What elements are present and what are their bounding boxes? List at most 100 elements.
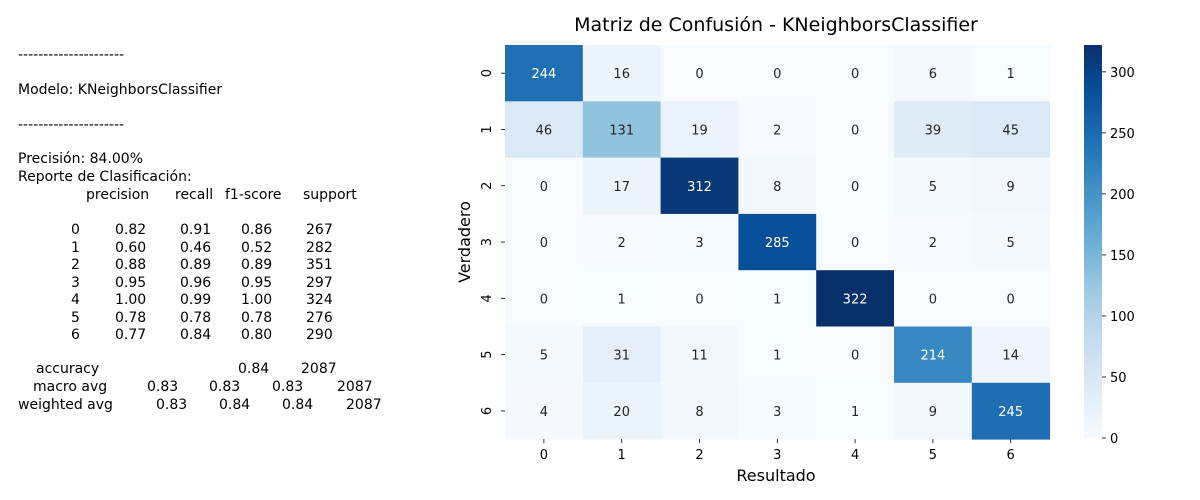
cell-value-label: 3 (695, 236, 703, 251)
heatmap-cell (738, 213, 817, 271)
x-tick-label: 4 (851, 448, 859, 463)
report-row-value: 297 (306, 274, 333, 291)
weighted-avg-precision: 0.83 (156, 397, 188, 413)
heatmap-cell (582, 157, 662, 215)
cell-value-label: 1 (618, 292, 626, 307)
report-row-label: 2 (71, 257, 80, 273)
colorbar-tick-label: 150 (1110, 249, 1135, 264)
cell-value-label: 285 (765, 236, 790, 251)
heatmap-cell (582, 326, 662, 384)
cell-value-label: 0 (851, 180, 859, 195)
weighted-avg-support: 2087 (346, 397, 382, 413)
report-row-value: 282 (306, 239, 333, 256)
cell-value-label: 0 (540, 292, 548, 307)
colorbar-tick-label: 250 (1110, 127, 1135, 142)
cell-value-label: 312 (687, 180, 712, 195)
heatmap-cell (816, 101, 895, 159)
heatmap-cell (582, 213, 662, 271)
heatmap-cell (738, 101, 817, 159)
cell-value-label: 9 (1007, 180, 1015, 195)
heatmap-cell (971, 326, 1051, 384)
cell-value-label: 14 (1002, 349, 1019, 364)
report-row-value: 0.91 (180, 222, 212, 238)
cell-value-label: 5 (1007, 236, 1015, 251)
cell-value-label: 0 (695, 67, 703, 82)
y-tick-labels: 0 1 2 3 4 5 6 (480, 69, 505, 415)
cell-value-label: 1 (773, 292, 781, 307)
macro-avg-support: 2087 (337, 379, 373, 395)
cell-value-label: 131 (609, 123, 634, 138)
heatmap-cell (971, 157, 1051, 215)
header-recall: recall (175, 187, 214, 203)
x-tick-label: 6 (1007, 448, 1015, 463)
heatmap-cell (505, 213, 584, 271)
cell-value-label: 0 (1007, 292, 1015, 307)
cell-value-label: 0 (540, 180, 548, 195)
heatmap-cell (816, 326, 895, 384)
heatmap-cell (816, 45, 895, 102)
cell-value-label: 0 (773, 67, 781, 82)
accuracy-line: Precisión: 84.00% (18, 151, 144, 167)
macro-avg-precision: 0.83 (147, 379, 179, 395)
header-precision: precision (86, 187, 150, 203)
cell-value-label: 0 (929, 292, 937, 307)
report-row-value: 0.84 (180, 327, 212, 343)
heatmap-cell (816, 382, 895, 440)
model-line: Modelo: KNeighborsClassifier (18, 82, 223, 98)
heatmap-cell (505, 45, 584, 102)
cell-value-label: 9 (929, 405, 937, 420)
cell-value-label: 4 (540, 405, 548, 420)
weighted-avg-recall: 0.84 (219, 397, 251, 413)
report-row-value: 0.86 (241, 222, 273, 238)
heatmap-cell (738, 326, 817, 384)
cell-value-label: 1 (773, 349, 781, 364)
cell-value-label: 214 (920, 349, 945, 364)
heatmap-cell (738, 382, 817, 440)
report-row-value: 0.52 (241, 239, 273, 256)
x-tick-label: 5 (929, 448, 937, 463)
weighted-avg-label: weighted avg (18, 397, 113, 413)
colorbar-tick-label: 300 (1110, 66, 1135, 81)
cell-value-label: 3 (773, 405, 781, 420)
cell-value-label: 1 (1007, 67, 1015, 82)
cell-value-label: 16 (613, 67, 630, 82)
heatmap-cell (505, 270, 584, 327)
heatmap-cell (660, 101, 739, 159)
heatmap-cell (971, 382, 1051, 440)
cell-value-label: 322 (843, 292, 868, 307)
heatmap-cell (660, 270, 739, 327)
report-row-value: 1.00 (241, 292, 273, 308)
heatmap-cell (660, 157, 739, 215)
macro-avg-recall: 0.83 (209, 379, 241, 395)
heatmap-cell (971, 45, 1051, 102)
heatmap-cell (582, 270, 662, 327)
report-row-value: 351 (306, 257, 333, 273)
heatmap-cell (505, 382, 584, 440)
heatmap-cell (894, 270, 973, 327)
cell-value-label: 2 (773, 123, 781, 138)
colorbar-tick-label: 0 (1110, 432, 1118, 447)
cell-value-label: 245 (998, 405, 1023, 420)
accuracy-label: accuracy (36, 361, 100, 377)
report-row-value: 0.78 (115, 309, 147, 326)
report-row-value: 1.00 (115, 292, 147, 308)
header-f1-score: f1-score (225, 187, 282, 203)
macro-avg-label: macro avg (33, 379, 108, 395)
cell-value-label: 244 (531, 67, 556, 82)
cell-value-label: 31 (613, 349, 630, 364)
report-title: Reporte de Clasificación: (18, 169, 192, 185)
heatmap-cell (894, 157, 973, 215)
heatmap-cell (582, 45, 662, 102)
report-row-value: 0.95 (241, 274, 273, 291)
report-row-label: 0 (71, 222, 80, 238)
heatmap-cell (894, 382, 973, 440)
report-row-value: 0.78 (180, 309, 212, 326)
report-row-value: 0.82 (115, 222, 147, 238)
heatmap-cell (660, 45, 739, 102)
heatmap-cells: 244 16 0 0 0 6 146 131 19 2 0 39 450 17 312 8 0 5 90 2 3 285 0… (505, 45, 1051, 440)
colorbar-ticks: 0 50 100 150 200 250 300 (1102, 66, 1135, 447)
heatmap-cell (894, 213, 973, 271)
x-tick-label: 1 (618, 448, 626, 463)
macro-avg-f1: 0.83 (272, 379, 304, 395)
